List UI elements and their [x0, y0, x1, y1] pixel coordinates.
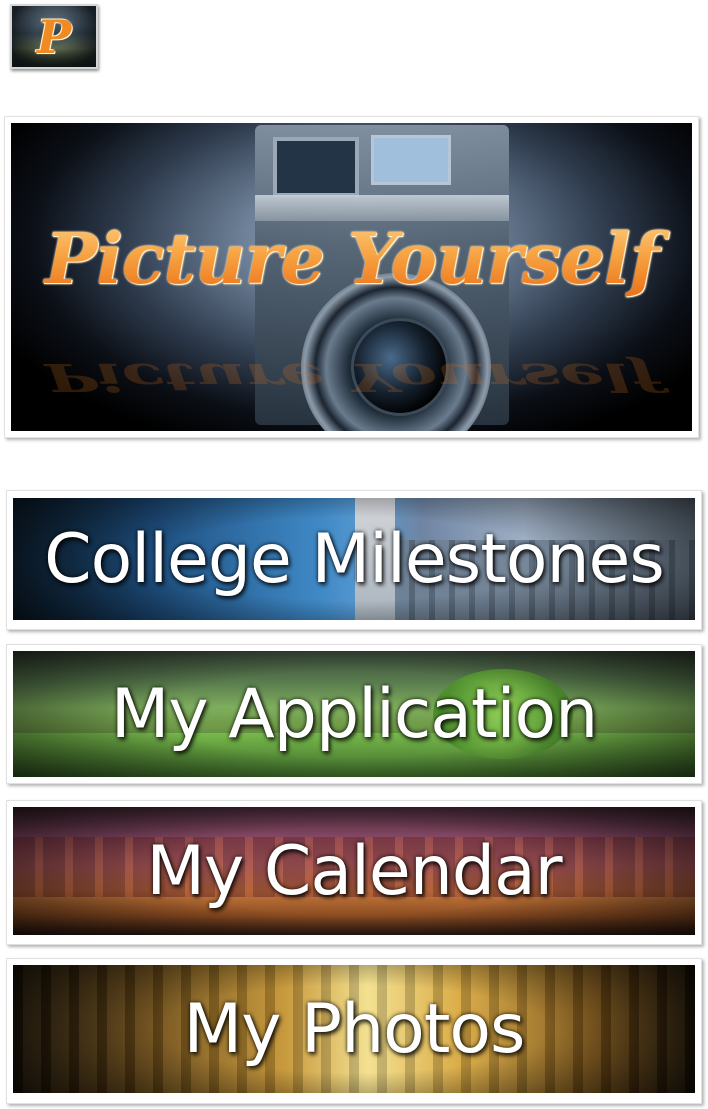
banner-title-reflection: Picture Yourself	[44, 354, 659, 401]
menu-tile-college-milestones[interactable]: College Milestones	[6, 490, 702, 630]
tile-label: College Milestones	[44, 519, 665, 599]
tile-image: My Calendar	[13, 807, 695, 935]
camera-trim	[255, 195, 509, 221]
tile-label: My Photos	[183, 989, 526, 1069]
tile-label: My Application	[110, 674, 598, 754]
tile-image: College Milestones	[13, 498, 695, 620]
menu-tile-my-photos[interactable]: My Photos	[6, 958, 702, 1104]
camera-viewfinder	[273, 137, 359, 197]
tile-image: My Application	[13, 651, 695, 777]
banner-title: Picture Yourself	[11, 211, 692, 307]
banner-image: Picture Yourself Picture Yourself	[11, 123, 692, 431]
menu-tile-my-application[interactable]: My Application	[6, 644, 702, 784]
menu-tile-my-calendar[interactable]: My Calendar	[6, 800, 702, 945]
app-logo-glyph: P	[36, 10, 72, 64]
tile-image: My Photos	[13, 965, 695, 1093]
app-logo-icon[interactable]: P	[10, 4, 98, 69]
camera-lens-glass	[351, 318, 449, 416]
header-banner: Picture Yourself Picture Yourself	[4, 116, 699, 438]
camera-rangefinder-window	[371, 135, 451, 185]
tile-label: My Calendar	[146, 831, 562, 911]
